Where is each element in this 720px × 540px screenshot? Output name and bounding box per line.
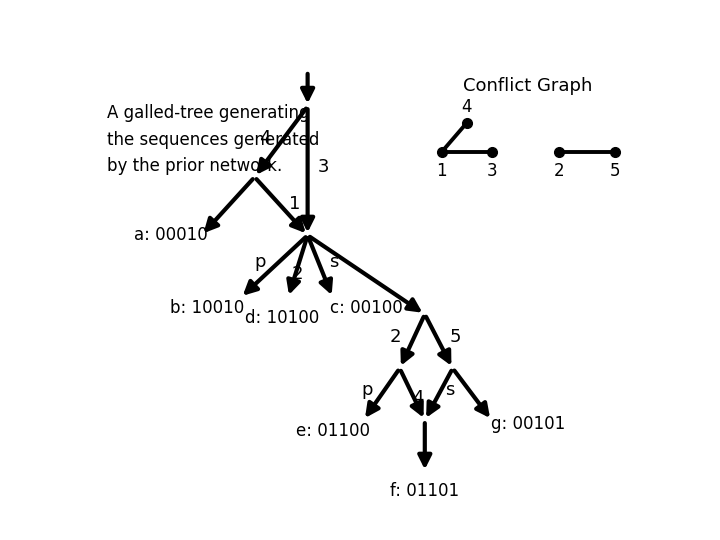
Text: 4: 4 <box>462 98 472 116</box>
Text: p: p <box>362 381 374 399</box>
Text: A galled-tree generating
the sequences generated
by the prior network.: A galled-tree generating the sequences g… <box>107 104 319 175</box>
Text: 3: 3 <box>487 162 497 180</box>
Text: g: 00101: g: 00101 <box>491 415 565 434</box>
Text: s: s <box>330 253 339 271</box>
Text: 4: 4 <box>412 389 423 408</box>
Text: p: p <box>254 253 266 271</box>
Text: s: s <box>445 381 454 399</box>
Text: Conflict Graph: Conflict Graph <box>464 77 593 95</box>
Text: 2: 2 <box>390 328 401 346</box>
Text: 4: 4 <box>258 129 270 146</box>
Text: 5: 5 <box>609 162 620 180</box>
Text: 5: 5 <box>450 328 462 346</box>
Text: d: 10100: d: 10100 <box>246 309 320 327</box>
Text: c: 00100: c: 00100 <box>330 299 402 317</box>
Text: 3: 3 <box>318 158 329 176</box>
Text: 2: 2 <box>554 162 564 180</box>
Text: 2: 2 <box>292 265 304 283</box>
Text: f: 01101: f: 01101 <box>390 482 459 500</box>
Text: 1: 1 <box>436 162 447 180</box>
Text: a: 00010: a: 00010 <box>134 226 208 244</box>
Text: e: 01100: e: 01100 <box>296 422 370 440</box>
Text: 1: 1 <box>289 195 301 213</box>
Text: b: 10010: b: 10010 <box>170 299 244 317</box>
